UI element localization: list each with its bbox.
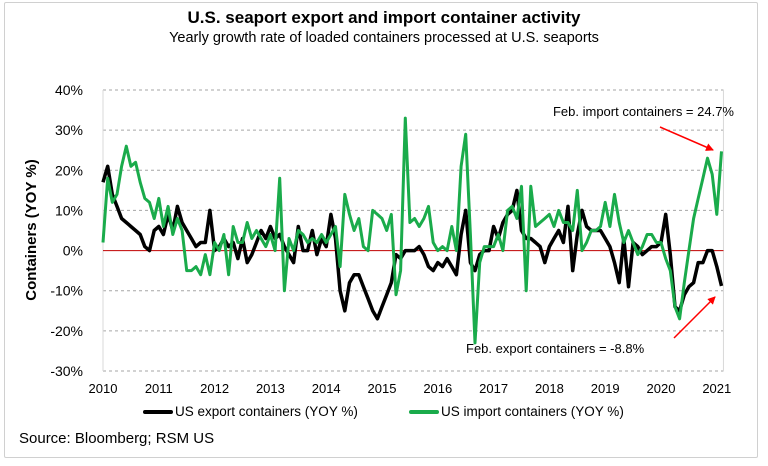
y-tick-labels: -30% -20% -10% 0% 10% 20% 30% 40% bbox=[50, 82, 83, 379]
series-line-import bbox=[101, 116, 723, 345]
legend-export: US export containers (YOY %) bbox=[143, 404, 358, 419]
source-note: Source: Bloomberg; RSM US bbox=[19, 430, 215, 447]
x-tick-label: 2010 bbox=[89, 381, 118, 396]
legend-import-label: US import containers (YOY %) bbox=[441, 404, 624, 419]
x-tick-label: 2021 bbox=[702, 381, 731, 396]
legend-import-swatch bbox=[409, 409, 439, 414]
y-tick-label: -10% bbox=[50, 283, 83, 299]
y-tick-label: 10% bbox=[55, 202, 83, 218]
legend-export-swatch bbox=[143, 409, 173, 414]
chart-title: U.S. seaport export and import container… bbox=[187, 8, 581, 27]
legend-import: US import containers (YOY %) bbox=[409, 404, 624, 419]
x-tick-label: 2016 bbox=[423, 381, 452, 396]
x-tick-label: 2014 bbox=[312, 381, 341, 396]
chart-frame bbox=[4, 2, 758, 458]
x-tick-label: 2011 bbox=[145, 381, 173, 396]
y-tick-label: 0% bbox=[63, 243, 83, 259]
x-tick-labels: 2010 2011 2012 2013 2014 2015 2016 2017 2018 2019… bbox=[89, 381, 732, 396]
x-tick-label: 2017 bbox=[479, 381, 508, 396]
y-axis-label: Containers (YOY %) bbox=[23, 159, 40, 300]
annotation-import: Feb. import containers = 24.7% bbox=[553, 104, 734, 119]
annotation-export-arrow bbox=[673, 296, 716, 339]
series-line-export bbox=[101, 164, 724, 321]
x-tick-label: 2020 bbox=[647, 381, 676, 396]
y-tick-label: 40% bbox=[55, 82, 83, 98]
x-tick-label: 2019 bbox=[591, 381, 620, 396]
x-tick-label: 2015 bbox=[368, 381, 397, 396]
y-tick-label: -30% bbox=[50, 363, 83, 379]
x-tick-label: 2013 bbox=[256, 381, 285, 396]
x-tick-label: 2018 bbox=[535, 381, 564, 396]
y-tick-label: -20% bbox=[50, 323, 83, 339]
series-lines bbox=[101, 116, 724, 345]
legend-export-label: US export containers (YOY %) bbox=[175, 404, 358, 419]
y-tick-label: 20% bbox=[55, 162, 83, 178]
annotation-export: Feb. export containers = -8.8% bbox=[466, 341, 645, 356]
chart-subtitle: Yearly growth rate of loaded containers … bbox=[169, 30, 599, 46]
annotation-import-arrow bbox=[659, 126, 714, 151]
x-tick-label: 2012 bbox=[200, 381, 229, 396]
grid-lines bbox=[102, 89, 724, 372]
y-tick-label: 30% bbox=[55, 122, 83, 138]
